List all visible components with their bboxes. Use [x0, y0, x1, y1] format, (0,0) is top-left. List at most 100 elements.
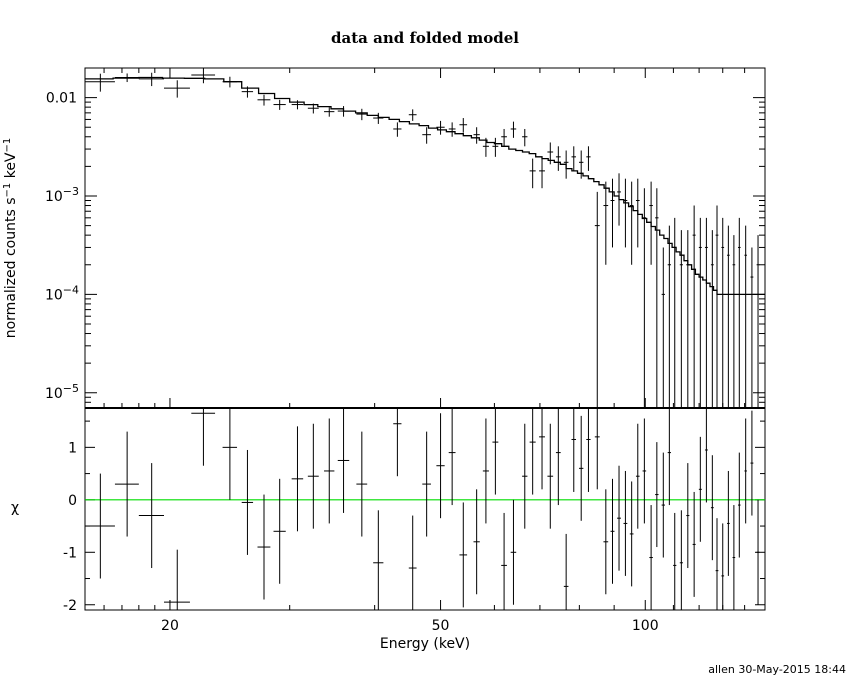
data-point: [163, 80, 190, 98]
residual-point: [273, 478, 286, 584]
data-point: [222, 76, 238, 88]
residual-point: [448, 408, 456, 506]
residual-point: [655, 442, 659, 548]
x-tick-label: 20: [161, 618, 179, 634]
x-tick-label: 100: [632, 618, 659, 634]
residual-point: [114, 431, 139, 537]
data-point: [603, 181, 609, 265]
residual-point: [704, 408, 708, 503]
data-point: [732, 235, 736, 408]
residual-point: [617, 465, 621, 571]
residual-point: [756, 499, 760, 605]
residual-point: [698, 436, 702, 542]
data-point: [114, 73, 139, 83]
data-point: [563, 150, 569, 179]
residual-point: [459, 502, 468, 608]
data-point: [448, 122, 456, 137]
y-tick-label: 10−4: [45, 283, 79, 303]
data-point: [649, 181, 653, 265]
bottom-panel: 20 50 100 -2 -1 0 1: [63, 407, 766, 634]
y-axis-label-top: normalized counts s−1 keV−1: [2, 138, 19, 339]
data-point: [324, 107, 335, 117]
residual-point: [337, 408, 350, 513]
residual-point: [373, 510, 384, 610]
residual-point: [501, 512, 507, 610]
residual-point: [594, 408, 600, 490]
x-tick-label: 50: [432, 618, 450, 634]
data-point: [686, 230, 690, 408]
residual-point: [492, 408, 499, 495]
residual-point: [686, 463, 690, 569]
residual-point: [85, 473, 115, 579]
data-point: [679, 230, 683, 408]
chart-title: data and folded model: [331, 29, 519, 47]
residual-point: [393, 408, 402, 477]
residual-point: [529, 408, 536, 495]
data-point: [710, 230, 714, 408]
data-point: [529, 158, 536, 189]
model-step-line: [85, 76, 765, 296]
data-point: [721, 217, 725, 408]
y-tick-label: 0: [68, 493, 77, 509]
data-point: [623, 178, 628, 248]
data-point: [594, 191, 600, 408]
data-point: [337, 106, 350, 117]
residual-point: [661, 452, 665, 558]
top-panel: 0.01 10−3 10−4 10−5: [45, 67, 766, 409]
residual-point: [710, 455, 714, 561]
y-tick-label: 10−5: [45, 382, 79, 402]
residual-point: [635, 423, 640, 529]
residual-point: [257, 494, 271, 600]
residual-point: [422, 431, 431, 537]
data-point: [257, 94, 271, 106]
data-point: [85, 73, 115, 92]
data-point: [422, 127, 431, 144]
residual-point: [673, 512, 677, 610]
data-point: [727, 225, 730, 408]
data-point: [673, 217, 677, 408]
data-point: [241, 86, 254, 98]
data-point: [492, 137, 499, 157]
data-point: [756, 235, 760, 408]
data-point: [373, 112, 384, 124]
residual-point: [510, 499, 517, 605]
residual-point: [603, 489, 609, 595]
data-point: [555, 146, 561, 171]
data-point: [539, 158, 545, 189]
data-point: [138, 72, 164, 87]
residual-point: [324, 418, 335, 524]
residual-point: [679, 510, 683, 610]
y-tick-label: 10−3: [45, 185, 79, 205]
data-point: [510, 121, 517, 138]
data-point: [291, 100, 304, 110]
y-axis-label-bottom: χ: [11, 500, 19, 516]
data-point: [629, 181, 634, 265]
residual-point: [571, 408, 577, 492]
data-point: [459, 118, 468, 133]
data-point: [661, 247, 665, 408]
residual-point: [727, 470, 730, 576]
residual-point: [586, 408, 591, 492]
data-point: [191, 68, 216, 84]
data-point: [501, 128, 507, 147]
y-tick-label: -1: [63, 545, 77, 561]
data-point: [578, 150, 584, 179]
residual-point: [291, 426, 304, 532]
data-point: [522, 128, 528, 147]
footer-timestamp: allen 30-May-2015 18:44: [708, 663, 846, 676]
data-point: [704, 217, 708, 408]
residual-point: [547, 423, 554, 529]
data-point: [586, 146, 591, 171]
bottom-plot-frame: [84, 407, 766, 611]
residual-point: [744, 418, 747, 524]
residual-point: [578, 415, 584, 521]
residual-point: [191, 408, 216, 466]
residual-point: [356, 431, 368, 537]
x-axis-label: Energy (keV): [380, 636, 470, 652]
data-point: [436, 120, 445, 135]
residual-point: [732, 505, 736, 610]
residual-point: [473, 489, 480, 595]
data-point: [408, 109, 417, 121]
residual-point: [649, 505, 653, 610]
